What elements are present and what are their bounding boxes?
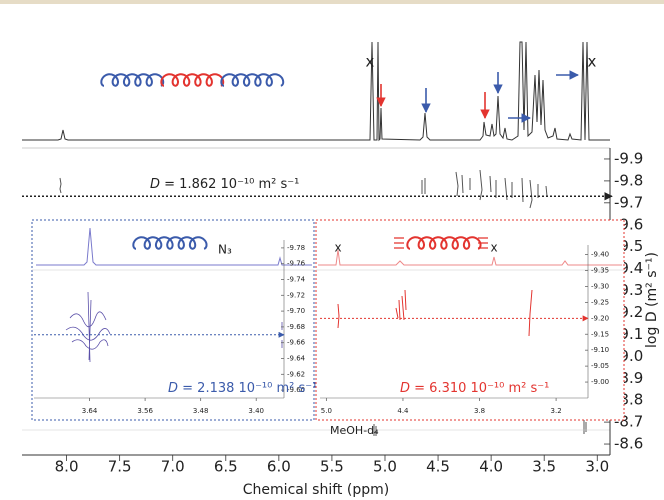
peak-mark: x [366,53,375,71]
y-tick-label: -9.68 [287,323,305,331]
polymer-coil [100,73,165,87]
cross-peak [395,289,407,321]
y-tick-label: -9.66 [287,339,306,347]
cross-peak [455,169,548,209]
y-tick-label: -9.62 [287,370,305,378]
y-tick-label: -9.15 [591,330,609,338]
y-tick-label: -9.40 [591,251,609,259]
x-tick-label: 4.5 [426,458,450,476]
x-tick-label: 7.0 [161,458,185,476]
x-tick-label: 3.0 [585,458,609,476]
inset-spectrum [36,227,312,266]
y-tick-label: -9.9 [614,149,643,167]
cross-peaks [59,169,587,436]
x-tick-label: 5.0 [373,458,397,476]
annotation: D = 1.862 10⁻¹⁰ m² s⁻¹ [150,177,299,192]
main-plot: -9.9-9.8-9.7-9.6-9.5-9.4-9.3-9.2-9.1-9.0… [22,41,660,498]
y-axis-label: log D (m² s⁻¹) [644,252,660,348]
x-tick-label: 5.0 [321,407,332,415]
polymer-coil [132,236,208,250]
inset-frame [31,219,315,421]
x-tick-label: 4.4 [397,407,409,415]
cross-peaks [65,291,283,363]
top-band [0,0,664,4]
y-tick-label: -9.64 [287,355,306,363]
y-tick-label: -9.10 [591,346,609,354]
annotation-symbol: D [150,177,160,192]
x-tick-label: 8.0 [55,458,79,476]
polymer-coil [160,73,225,87]
y-tick-label: -9.7 [614,193,643,211]
y-tick-label: -9.8 [614,171,643,189]
x-tick-label: 5.5 [320,458,344,476]
annotation: D = 6.310 10⁻¹⁰ m² s⁻¹ [400,381,549,396]
x-tick-label: 4.0 [479,458,503,476]
cross-peak [65,291,111,363]
y-tick-label: -9.74 [287,276,306,284]
x-tick-label: 3.64 [82,407,98,415]
x-tick-label: 6.5 [214,458,238,476]
y-tick-label: -8.6 [614,435,643,453]
cross-peak [337,303,340,329]
annotation-symbol: D [168,381,178,396]
cross-peak [528,289,533,337]
x-tick-label: 3.56 [137,407,153,415]
x-tick-label: 3.8 [474,407,485,415]
y-tick-label: -9.76 [287,260,306,268]
inset-left: -9.78 -9.76 -9.74 -9.72 -9.70 -9.68 -9.66 -9.64… [31,219,317,421]
annotation-text: = 6.310 10⁻¹⁰ m² s⁻¹ [410,381,549,396]
y-tick-label: -9.60 [287,386,305,394]
inset-spectrum [318,249,622,266]
x-tick-label: 6.0 [267,458,291,476]
inset-frame [315,219,625,421]
cross-peak [59,177,62,194]
y-tick-label: -9.70 [287,307,305,315]
annotation-text: = 1.862 10⁻¹⁰ m² s⁻¹ [160,177,299,192]
cross-peak [421,178,426,194]
peak-mark: x [588,53,597,71]
y-tick-label: -9.25 [591,298,609,306]
y-tick-label: -9.05 [591,362,609,370]
alkyne-symbol [394,237,488,249]
polymer-coil [406,236,482,250]
x-tick-label: 7.5 [108,458,132,476]
x-tick-label: 3.2 [551,407,562,415]
x-axis-label: Chemical shift (ppm) [243,482,389,498]
annotation-text: = 2.138 10⁻¹⁰ m² s⁻¹ [178,381,317,396]
y-tick-label: -9.00 [591,378,609,386]
end-group-label: N₃ [218,243,232,257]
polymer-coil [220,73,285,87]
x-tick-label: 3.40 [248,407,264,415]
y-tick-label: -9.35 [591,267,609,275]
x-tick-label: 3.5 [532,458,556,476]
peak-mark: x [334,241,341,255]
cross-peaks [337,289,533,337]
x-tick-label: 3.48 [193,407,209,415]
peak-mark: x [490,241,497,255]
y-tick-label: -9.20 [591,314,609,322]
y-tick-label: -9.78 [287,244,305,252]
solvent-label: MeOH-d₄ [330,424,379,437]
inset-right: -9.40 -9.35 -9.30 -9.25 -9.20 -9.15 -9.10 -9.05… [315,219,625,421]
cross-peak [583,420,587,434]
annotation-symbol: D [400,381,410,396]
y-tick-label: -9.30 [591,282,609,290]
proton-spectrum [22,41,610,142]
y-tick-label: -9.72 [287,291,305,299]
annotation: D = 2.138 10⁻¹⁰ m² s⁻¹ [168,381,317,396]
